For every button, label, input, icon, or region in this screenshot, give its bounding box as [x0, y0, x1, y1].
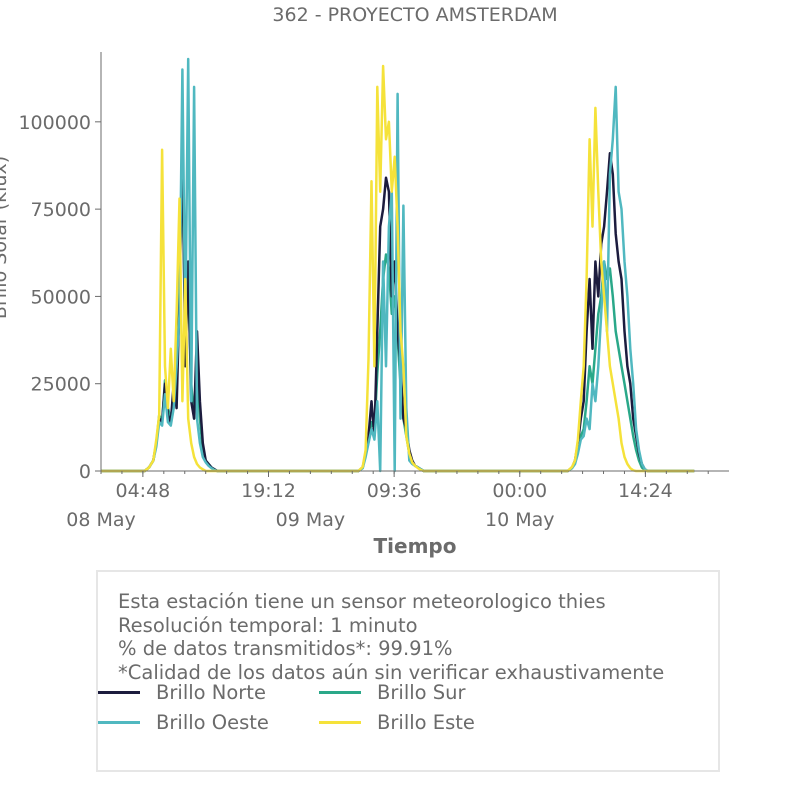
chart-title: 362 - PROYECTO AMSTERDAM: [272, 4, 557, 26]
x-tick-label: 04:48: [115, 480, 170, 502]
x-date-label: 08 May: [66, 509, 136, 531]
station-info-text: Esta estación tiene un sensor meteorolog…: [118, 590, 664, 684]
station-info-box: Esta estación tiene un sensor meteorolog…: [96, 570, 720, 772]
legend-item-norte: Brillo Norte: [98, 680, 266, 704]
legend-swatch-sur: [319, 690, 361, 694]
legend-label-sur: Brillo Sur: [377, 680, 466, 704]
legend-swatch-este: [319, 720, 361, 724]
legend-item-este: Brillo Este: [319, 710, 475, 734]
x-date-label: 09 May: [276, 509, 346, 531]
x-date-label: 10 May: [485, 509, 555, 531]
legend-swatch-oeste: [98, 720, 140, 724]
x-tick-label: 14:24: [618, 480, 673, 502]
legend-label-este: Brillo Este: [377, 710, 475, 734]
x-axis-ticks: 04:48 19:12 09:36 00:00 14:24 08 May 09 May 10 …: [66, 471, 709, 531]
x-axis-label: Tiempo: [374, 534, 457, 558]
legend-swatch-norte: [98, 690, 140, 694]
info-line-resolution: Resolución temporal: 1 minuto: [118, 613, 418, 637]
x-tick-label: 00:00: [492, 480, 547, 502]
y-tick-label: 75000: [31, 199, 91, 221]
legend-label-norte: Brillo Norte: [156, 680, 266, 704]
y-tick-label: 25000: [31, 374, 91, 396]
legend-item-sur: Brillo Sur: [319, 680, 466, 704]
x-tick-label: 09:36: [367, 480, 422, 502]
y-tick-label: 100000: [18, 112, 91, 134]
info-line-quality: *Calidad de los datos aún sin verificar …: [118, 660, 665, 684]
x-tick-label: 19:12: [241, 480, 296, 502]
legend-item-oeste: Brillo Oeste: [98, 710, 269, 734]
series-layer: [101, 57, 695, 473]
legend-label-oeste: Brillo Oeste: [156, 710, 269, 734]
info-line-sensor: Esta estación tiene un sensor meteorolog…: [118, 590, 606, 613]
y-tick-label: 0: [79, 461, 91, 483]
y-axis-label: Brillo Solar (klux): [0, 156, 11, 319]
y-axis-ticks: 0 25000 50000 75000 100000: [18, 112, 101, 483]
y-tick-label: 50000: [31, 286, 91, 308]
info-line-transmitted: % de datos transmitidos*: 99.91%: [118, 637, 453, 660]
